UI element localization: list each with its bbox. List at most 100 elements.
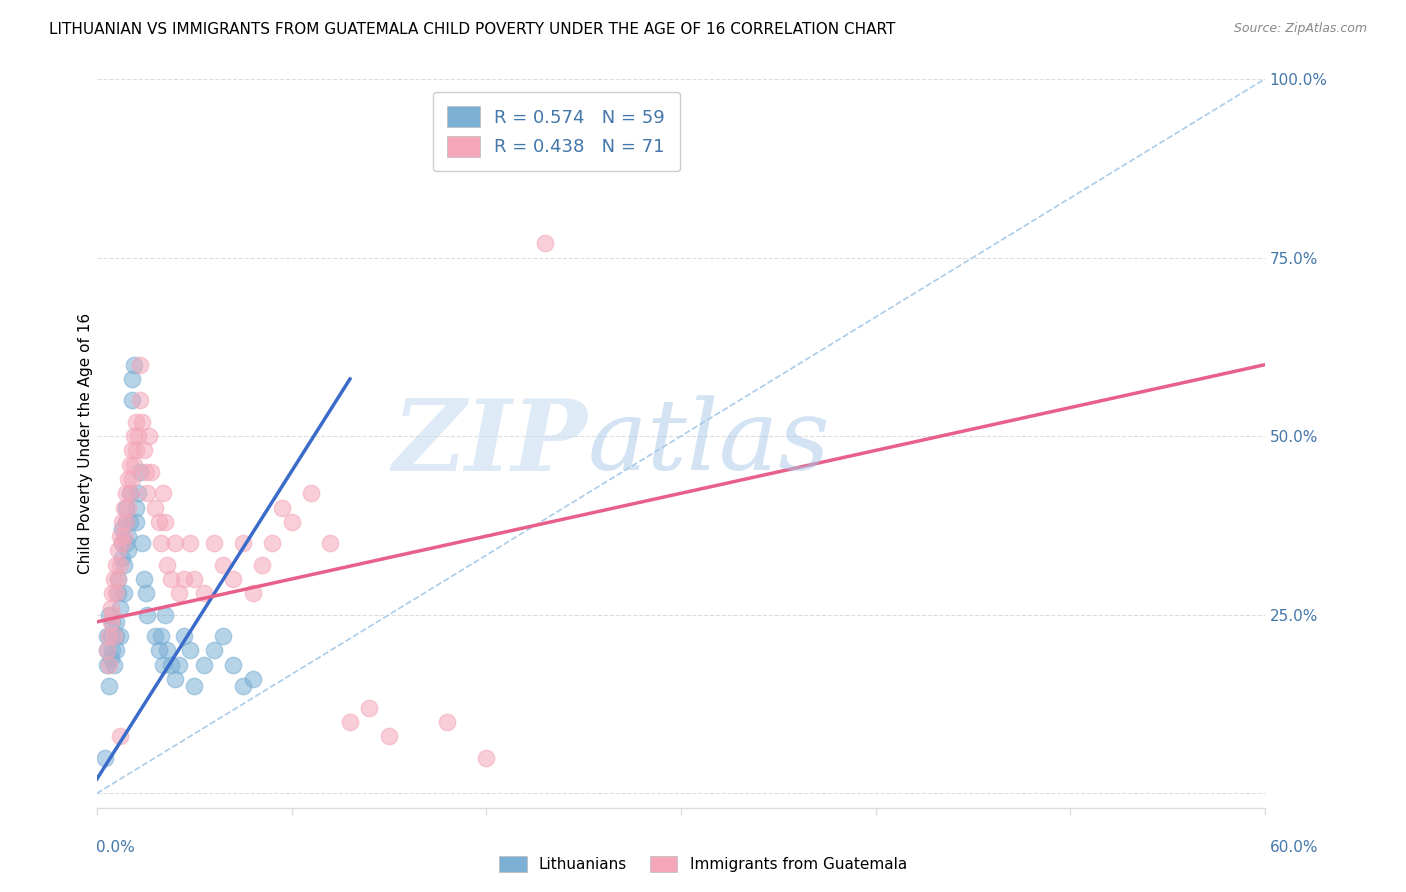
Point — [533, 236, 555, 251]
Point — [156, 558, 179, 572]
Point — [319, 536, 342, 550]
Point — [179, 536, 201, 550]
Point — [173, 572, 195, 586]
Point — [270, 500, 292, 515]
Point — [193, 657, 215, 672]
Point — [115, 500, 138, 515]
Point — [179, 643, 201, 657]
Text: Source: ZipAtlas.com: Source: ZipAtlas.com — [1233, 22, 1367, 36]
Point — [110, 558, 132, 572]
Point — [97, 629, 120, 643]
Point — [125, 415, 148, 429]
Point — [101, 643, 124, 657]
Point — [100, 629, 122, 643]
Point — [339, 714, 361, 729]
Point — [117, 529, 139, 543]
Point — [128, 393, 150, 408]
Point — [100, 600, 122, 615]
Point — [110, 600, 132, 615]
Point — [110, 629, 132, 643]
Point — [118, 486, 141, 500]
Point — [107, 586, 129, 600]
Point — [115, 486, 138, 500]
Point — [183, 572, 205, 586]
Point — [96, 643, 118, 657]
Point — [475, 750, 498, 764]
Point — [107, 543, 129, 558]
Point — [153, 515, 176, 529]
Point — [112, 586, 135, 600]
Point — [122, 429, 145, 443]
Point — [105, 586, 128, 600]
Point — [135, 586, 157, 600]
Point — [167, 586, 190, 600]
Point — [232, 679, 254, 693]
Point — [148, 643, 170, 657]
Point — [131, 536, 153, 550]
Point — [105, 615, 128, 629]
Point — [160, 657, 183, 672]
Point — [117, 472, 139, 486]
Point — [118, 486, 141, 500]
Text: LITHUANIAN VS IMMIGRANTS FROM GUATEMALA CHILD POVERTY UNDER THE AGE OF 16 CORREL: LITHUANIAN VS IMMIGRANTS FROM GUATEMALA … — [49, 22, 896, 37]
Point — [156, 643, 179, 657]
Point — [136, 607, 159, 622]
Point — [117, 543, 139, 558]
Point — [103, 629, 125, 643]
Point — [150, 629, 173, 643]
Point — [212, 629, 235, 643]
Point — [96, 629, 118, 643]
Point — [111, 515, 134, 529]
Point — [117, 500, 139, 515]
Point — [125, 500, 148, 515]
Point — [128, 358, 150, 372]
Point — [115, 515, 138, 529]
Point — [105, 629, 128, 643]
Point — [127, 486, 149, 500]
Point — [93, 750, 115, 764]
Point — [131, 415, 153, 429]
Point — [141, 465, 163, 479]
Point — [97, 607, 120, 622]
Point — [163, 536, 186, 550]
Point — [111, 536, 134, 550]
Point — [112, 500, 135, 515]
Point — [121, 372, 143, 386]
Point — [96, 657, 118, 672]
Point — [153, 607, 176, 622]
Point — [101, 615, 124, 629]
Point — [100, 615, 122, 629]
Point — [280, 515, 302, 529]
Point — [110, 529, 132, 543]
Point — [97, 657, 120, 672]
Text: 60.0%: 60.0% — [1271, 840, 1319, 855]
Point — [150, 536, 173, 550]
Point — [436, 714, 458, 729]
Point — [132, 572, 155, 586]
Point — [121, 443, 143, 458]
Point — [125, 443, 148, 458]
Point — [118, 515, 141, 529]
Point — [103, 572, 125, 586]
Point — [152, 486, 174, 500]
Point — [101, 586, 124, 600]
Point — [242, 672, 264, 686]
Point — [111, 536, 134, 550]
Legend: Lithuanians, Immigrants from Guatemala: Lithuanians, Immigrants from Guatemala — [492, 848, 914, 880]
Y-axis label: Child Poverty Under the Age of 16: Child Poverty Under the Age of 16 — [79, 313, 93, 574]
Point — [100, 650, 122, 665]
Point — [262, 536, 284, 550]
Text: 0.0%: 0.0% — [96, 840, 135, 855]
Point — [121, 393, 143, 408]
Point — [202, 536, 225, 550]
Point — [115, 515, 138, 529]
Point — [127, 429, 149, 443]
Point — [212, 558, 235, 572]
Point — [167, 657, 190, 672]
Point — [112, 558, 135, 572]
Point — [136, 486, 159, 500]
Point — [193, 586, 215, 600]
Point — [152, 657, 174, 672]
Point — [378, 729, 401, 743]
Point — [128, 465, 150, 479]
